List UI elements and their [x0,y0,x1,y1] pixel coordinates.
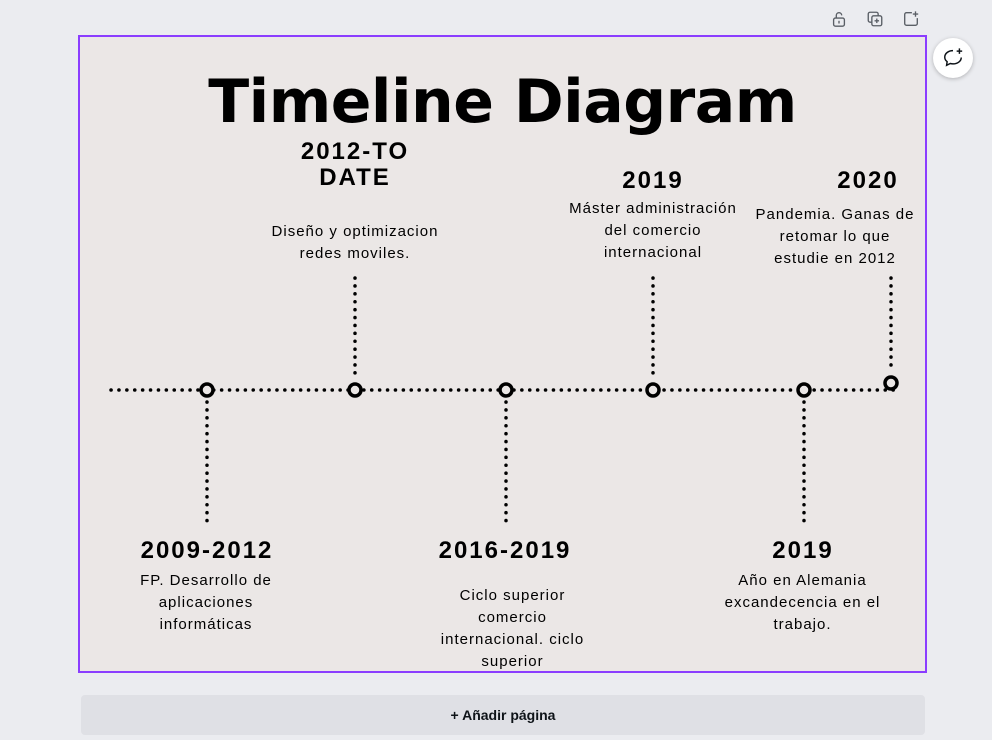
event-description-1: FP. Desarrollo de aplicaciones informáti… [140,572,272,633]
add-comment-button[interactable] [933,38,973,78]
timeline-node-5 [796,382,812,398]
timeline-node-3 [498,382,514,398]
event-year-5: 2019 [772,537,834,564]
add-comment-icon [944,48,963,67]
event-description-5: Año en Alemania excandecencia en el trab… [724,572,881,633]
event-year-4: 2019 [622,167,684,194]
event-year-1: 2009-2012 [140,537,274,564]
timeline-node-2 [347,382,363,398]
design-canvas[interactable]: Timeline Diagram 2012-TO DATE Diseño y o… [78,35,927,673]
add-page-button[interactable]: + Añadir página [81,695,925,735]
lock-icon[interactable] [829,9,849,29]
event-description-2: Diseño y optimizacion redes moviles. [271,223,439,262]
event-description-6: Pandemia. Ganas de retomar lo que estudi… [755,206,915,267]
add-page-icon[interactable] [901,9,921,29]
event-year-6: 2020 [837,167,899,194]
event-year-3: 2016-2019 [438,537,572,564]
event-year-2: 2012-TO DATE [300,138,410,191]
event-description-4: Máster administración del comercio inter… [569,200,737,261]
timeline-graphic [109,276,899,526]
timeline-node-4 [645,382,661,398]
timeline-node-1 [199,382,215,398]
page-title: Timeline Diagram [208,67,797,137]
timeline-node-6 [883,375,899,391]
event-description-3: Ciclo superior comercio internacional. c… [440,587,585,670]
duplicate-page-icon[interactable] [865,9,885,29]
